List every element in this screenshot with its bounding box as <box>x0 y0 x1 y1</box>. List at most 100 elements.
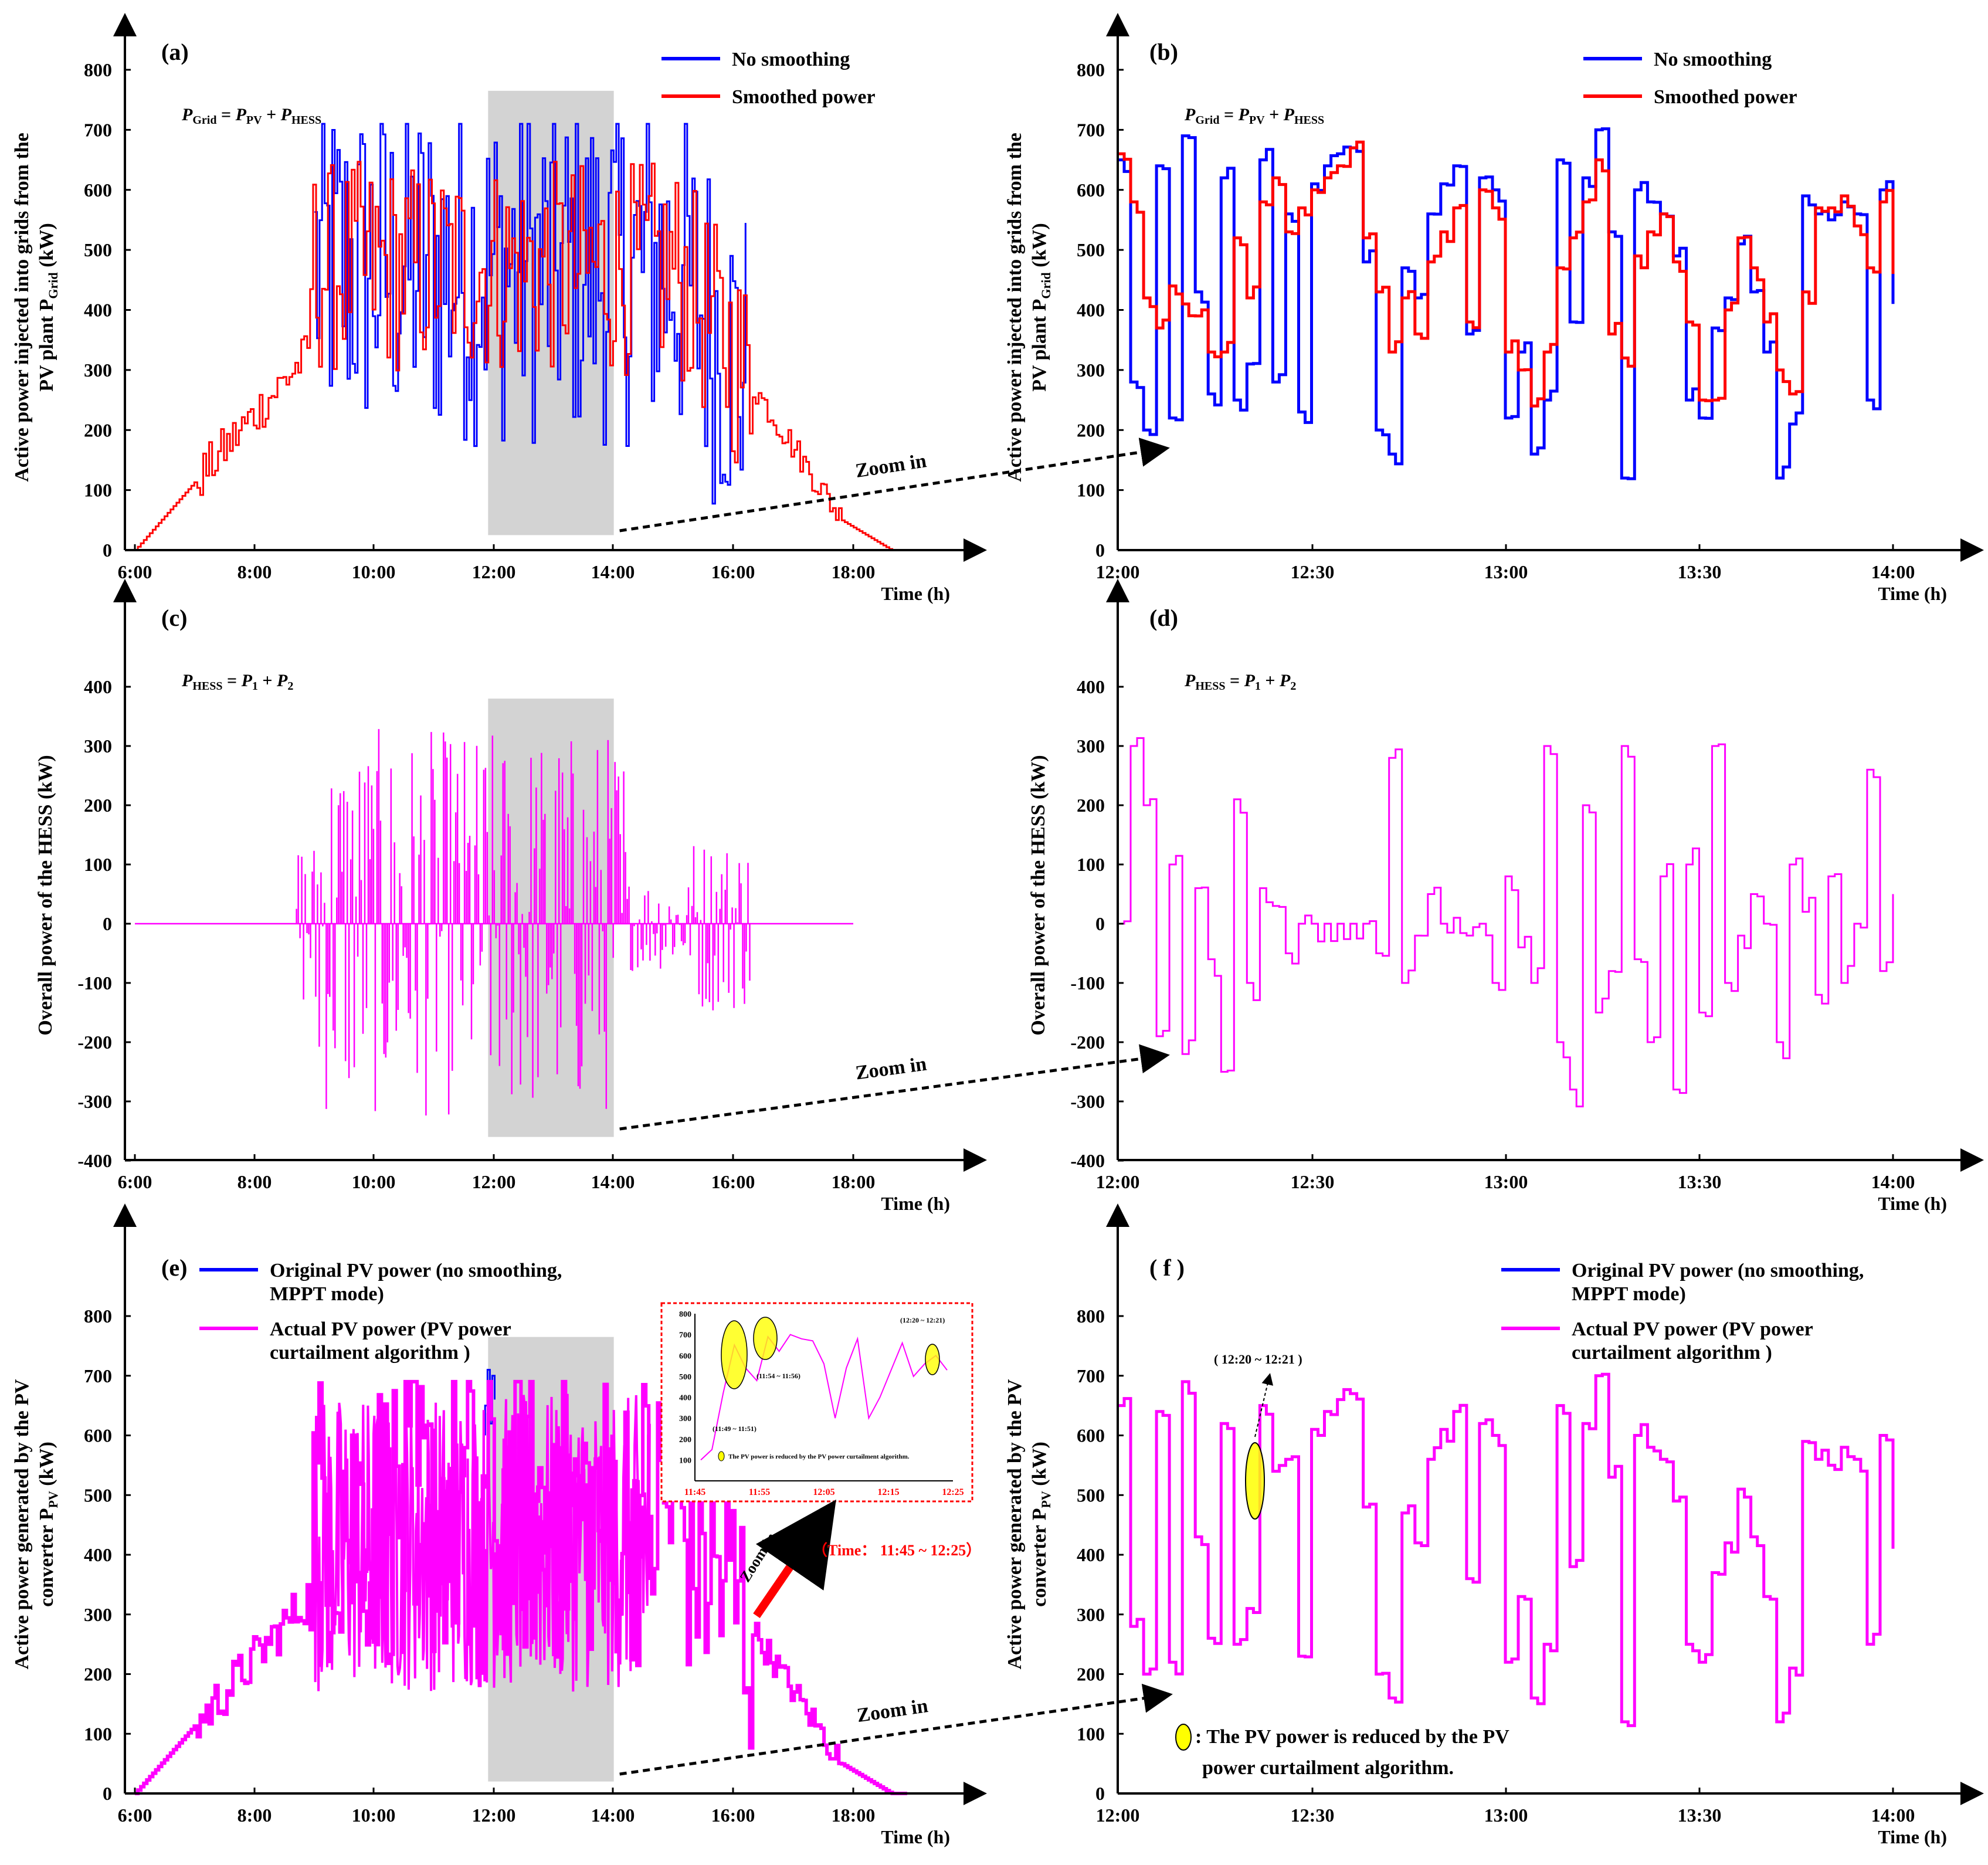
y-tick-label: 700 <box>84 1365 112 1386</box>
y-tick-label: 0 <box>1095 540 1105 561</box>
annotation-label: ( 12:20 ~ 12:21 ) <box>1214 1352 1302 1366</box>
y-tick-label: -200 <box>1070 1032 1105 1053</box>
series-group <box>135 123 907 551</box>
zoom-arrow <box>619 438 1170 533</box>
y-axis-label: Active power injected into grids from th… <box>1004 133 1053 482</box>
x-tick-label: 18:00 <box>832 1171 876 1192</box>
inset-x-tick-label: 12:15 <box>877 1487 899 1497</box>
series-group <box>135 729 853 1115</box>
y-tick-label: 0 <box>103 1783 112 1804</box>
x-tick-label: 18:00 <box>832 561 876 582</box>
x-tick-label: 12:30 <box>1291 1171 1335 1192</box>
x-tick-label: 14:00 <box>591 1171 635 1192</box>
panel-label: (d) <box>1149 605 1178 631</box>
inset-annotation: (11:49 ~ 11:51) <box>713 1425 756 1433</box>
x-axis-label: Time (h) <box>881 583 950 604</box>
inset-y-tick-label: 200 <box>679 1436 691 1444</box>
y-axis-label-line: Active power generated by the PV <box>1004 1379 1026 1670</box>
x-tick-label: 13:30 <box>1678 1171 1722 1192</box>
y-tick-label: 600 <box>1077 179 1105 201</box>
panel-label: ( f ) <box>1149 1254 1185 1281</box>
y-tick-label: 100 <box>1077 1723 1105 1744</box>
y-tick-label: -400 <box>77 1150 112 1171</box>
y-tick-label: 300 <box>84 735 112 757</box>
y-tick-label: 600 <box>84 179 112 201</box>
x-tick-label: 12:00 <box>472 1171 516 1192</box>
panel-label: (a) <box>161 39 189 65</box>
x-tick-label: 13:30 <box>1678 561 1722 582</box>
y-tick-label: -300 <box>1070 1091 1105 1112</box>
legend-label: Smoothed power <box>1654 86 1797 108</box>
y-axis-label: Active power generated by the PV converte… <box>11 1379 60 1670</box>
inset-y-tick-label: 400 <box>679 1394 691 1403</box>
y-tick-label: 500 <box>84 1484 112 1505</box>
y-axis-label: Active power generated by the PV converte… <box>1004 1379 1053 1670</box>
inset-x-tick-label: 12:25 <box>942 1487 964 1497</box>
y-tick-label: 500 <box>1077 1484 1105 1505</box>
series-group <box>1118 1372 1895 1727</box>
y-tick-label: 400 <box>1077 676 1105 697</box>
inset-frame <box>660 1302 973 1503</box>
x-tick-label: 14:00 <box>591 561 635 582</box>
x-tick-label: 14:00 <box>591 1805 635 1826</box>
legend-label: curtailment algorithm ) <box>270 1342 470 1364</box>
note-line: power curtailment algorithm. <box>1202 1757 1454 1779</box>
legend-label: Original PV power (no smoothing, <box>1572 1260 1864 1281</box>
inset-chart: 11:45 11:55 12:05 12:15 12:25 100 200 300 400 500… <box>660 1302 973 1503</box>
y-tick-label: 700 <box>1077 119 1105 140</box>
x-tick-label: 14:00 <box>1871 561 1915 582</box>
inset-y-tick-label: 500 <box>679 1373 691 1382</box>
y-tick-label: 800 <box>1077 1306 1105 1327</box>
x-axis-label: Time (h) <box>1878 1826 1947 1847</box>
y-axis-label-line: Overall power of the HESS (kW) <box>35 755 56 1035</box>
series-line-0 <box>135 729 853 1115</box>
x-tick-label: 12:00 <box>1096 1171 1140 1192</box>
y-axis-label: Active power injected into grids from th… <box>11 133 60 482</box>
y-tick-label: 500 <box>1077 239 1105 260</box>
x-tick-label: 12:00 <box>1096 561 1140 582</box>
y-tick-label: -400 <box>1070 1150 1105 1171</box>
inset-legend-ellipse <box>718 1451 725 1462</box>
series-line-0 <box>1118 127 1895 480</box>
series-group <box>1118 737 1894 1108</box>
y-tick-label: 0 <box>103 913 112 934</box>
equation: PGrid = PPV + PHESS <box>181 105 321 127</box>
x-tick-label: 13:00 <box>1484 1805 1528 1826</box>
inset-y-tick-label: 100 <box>679 1456 691 1465</box>
zoom-label: Zoom in <box>856 1695 929 1727</box>
x-tick-label: 10:00 <box>352 561 396 582</box>
x-tick-label: 10:00 <box>352 1171 396 1192</box>
x-tick-label: 13:00 <box>1484 1171 1528 1192</box>
y-axis-label-line: Active power generated by the PV <box>11 1379 33 1670</box>
inset-y-tick-label: 600 <box>679 1352 691 1361</box>
highlight-ellipse <box>925 1344 940 1375</box>
y-tick-label: 500 <box>84 239 112 260</box>
y-tick-label: 100 <box>1077 854 1105 875</box>
inset-note: The PV power is reduced by the PV power … <box>728 1453 910 1460</box>
legend-label: Original PV power (no smoothing, <box>270 1260 562 1281</box>
inset-annotation: (12:20 ~ 12:21) <box>900 1316 945 1324</box>
equation: PGrid = PPV + PHESS <box>1184 105 1324 127</box>
x-tick-label: 6:00 <box>118 561 152 582</box>
series-line-0 <box>1118 737 1894 1108</box>
x-tick-label: 8:00 <box>238 1171 272 1192</box>
y-tick-label: 300 <box>84 1604 112 1625</box>
x-tick-label: 12:00 <box>1096 1805 1140 1826</box>
y-tick-label: 100 <box>84 854 112 875</box>
y-axis-label-line: Overall power of the HESS (kW) <box>1027 755 1049 1035</box>
note-ellipse <box>1175 1724 1192 1751</box>
time-note: （Time： 11:45 ~ 12:25） <box>812 1542 981 1559</box>
y-tick-label: 400 <box>84 300 112 321</box>
y-tick-label: -100 <box>1070 972 1105 993</box>
y-axis-label-line: PV plant PGrid (kW) <box>1029 223 1053 391</box>
series-group <box>135 1369 907 1795</box>
y-axis-label-line: Active power injected into grids from th… <box>1004 133 1026 482</box>
zoom-label: Zoom in <box>854 450 928 482</box>
y-tick-label: 0 <box>1095 1783 1105 1804</box>
x-tick-label: 14:00 <box>1871 1805 1915 1826</box>
inset-annotation: (11:54 ~ 11:56) <box>756 1372 800 1380</box>
y-tick-label: 300 <box>1077 1604 1105 1625</box>
